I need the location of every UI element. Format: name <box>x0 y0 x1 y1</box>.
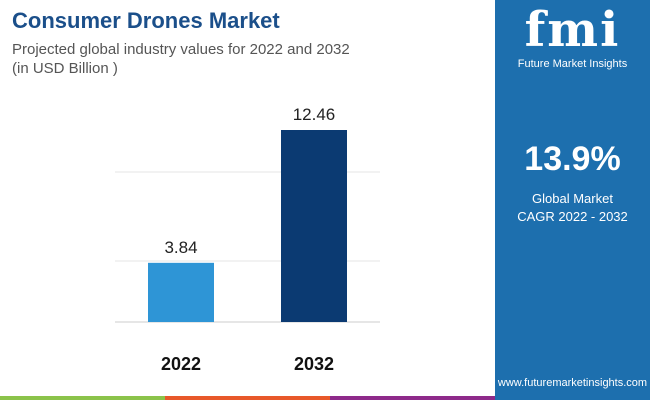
unit-label: (in USD Billion ) <box>12 60 118 77</box>
brand-name: Future Market Insights <box>517 58 628 70</box>
bar-2022 <box>148 262 214 322</box>
stripe-orange <box>165 396 330 400</box>
bar-2032 <box>281 130 347 322</box>
stripe-purple <box>330 396 495 400</box>
stripe-green <box>0 396 165 400</box>
x-tick-label: 2032 <box>294 354 334 374</box>
fmi-logo: fmi <box>524 2 621 58</box>
cagr-label-line2: CAGR 2022 - 2032 <box>517 209 628 224</box>
website-link[interactable]: www.futuremarketinsights.com <box>497 377 648 389</box>
bar-chart: 3.84 2022 12.46 2032 <box>115 105 380 374</box>
subtitle: Projected global industry values for 202… <box>12 41 350 58</box>
side-panel: fmi Future Market Insights 13.9% Global … <box>495 0 650 400</box>
x-tick-label: 2022 <box>161 354 201 374</box>
cagr-label-line1: Global Market <box>532 191 613 206</box>
chart-title: Consumer Drones Market <box>12 8 280 33</box>
value-label: 3.84 <box>164 238 197 257</box>
value-label: 12.46 <box>293 105 336 124</box>
chart-subtitle: Projected global industry values for 202… <box>12 40 350 78</box>
cagr-value: 13.9% <box>524 140 621 178</box>
cagr-label: Global Market CAGR 2022 - 2032 <box>495 190 650 226</box>
